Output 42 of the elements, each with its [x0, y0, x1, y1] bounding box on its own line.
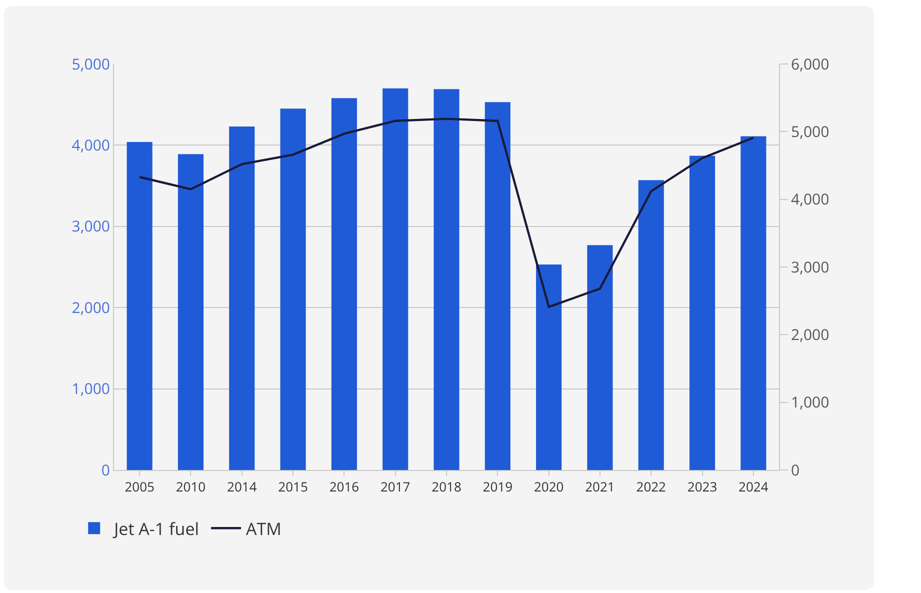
y2-tick-label: 3,000 [791, 257, 830, 278]
bar [587, 245, 613, 470]
bar [689, 156, 716, 470]
bar [484, 102, 510, 470]
x-tick-label: 2023 [687, 478, 718, 496]
legend-label: ATM [246, 516, 282, 540]
y2-tick-label: 2,000 [791, 324, 830, 345]
x-tick-label: 2015 [278, 478, 308, 496]
bar [638, 180, 664, 470]
y-tick-label: 4,000 [72, 135, 110, 156]
x-tick-label: 2010 [176, 478, 206, 496]
y-tick-label: 5,000 [72, 54, 110, 74]
bar [280, 108, 306, 470]
y2-tick-label: 1,000 [791, 392, 830, 413]
x-tick-label: 2019 [482, 478, 513, 496]
x-tick-label: 2005 [124, 478, 154, 496]
x-tick-label: 2014 [227, 478, 258, 496]
y-tick-label: 0 [101, 460, 110, 480]
bar [536, 264, 562, 470]
y2-tick-label: 0 [791, 460, 800, 480]
y2-tick-label: 6,000 [791, 54, 830, 74]
x-tick-label: 2016 [329, 478, 360, 496]
x-tick-label: 2020 [534, 478, 564, 496]
y-tick-label: 1,000 [72, 379, 110, 400]
x-tick-label: 2022 [636, 478, 666, 496]
bar [229, 126, 255, 470]
bar [331, 98, 357, 470]
legend-label: Jet A-1 fuel [112, 516, 200, 540]
x-tick-label: 2021 [585, 478, 615, 496]
bar [126, 142, 152, 470]
y-tick-label: 2,000 [72, 298, 110, 318]
x-tick-label: 2018 [432, 478, 462, 496]
y2-tick-label: 4,000 [791, 190, 830, 210]
bar [178, 154, 204, 470]
x-tick-label: 2024 [738, 478, 769, 496]
bar [434, 89, 460, 470]
line-series [138, 118, 755, 308]
bar [740, 136, 766, 470]
y-tick-label: 3,000 [72, 216, 110, 237]
x-tick-label: 2017 [380, 478, 410, 496]
bar [382, 88, 408, 470]
y2-tick-label: 5,000 [791, 122, 830, 142]
